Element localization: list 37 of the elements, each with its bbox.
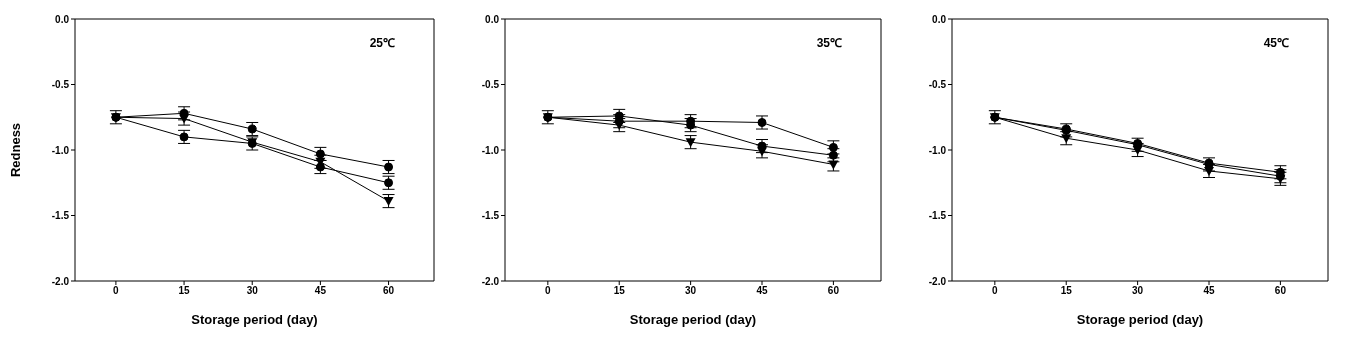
x-axis-title: Storage period (day) xyxy=(191,312,318,327)
annotation: 45℃ xyxy=(1263,35,1289,51)
x-tick-label: 0 xyxy=(545,285,552,297)
x-tick-label: 45 xyxy=(1203,285,1216,297)
y-axis-title: Redness xyxy=(7,122,23,178)
y-tick-label: 0.0 xyxy=(485,13,500,25)
x-tick-label: 30 xyxy=(246,285,259,297)
x-axis-title: Storage period (day) xyxy=(629,312,757,327)
x-tick-label: 0 xyxy=(992,285,999,297)
annotation: 35℃ xyxy=(816,35,842,51)
y-tick-label: 0.0 xyxy=(932,13,947,25)
y-tick-label: -1.5 xyxy=(481,210,500,222)
x-tick-label: 60 xyxy=(382,285,395,297)
y-tick-label: -2.0 xyxy=(481,275,500,287)
y-tick-label: -0.5 xyxy=(51,79,70,91)
y-tick-label: -2.0 xyxy=(51,275,70,287)
x-tick-label: 15 xyxy=(613,285,626,297)
x-tick-label: 45 xyxy=(756,285,769,297)
x-axis-title: Storage period (day) xyxy=(1076,312,1204,327)
y-tick-label: -2.0 xyxy=(928,275,947,287)
y-tick-label: 0.0 xyxy=(55,13,70,25)
x-tick-label: 0 xyxy=(113,285,120,297)
y-tick-label: -1.5 xyxy=(51,210,70,222)
x-tick-label: 15 xyxy=(1060,285,1073,297)
y-tick-label: -1.0 xyxy=(928,144,947,156)
y-tick-label: -1.0 xyxy=(51,144,70,156)
x-tick-label: 15 xyxy=(178,285,191,297)
y-tick-label: -1.0 xyxy=(481,144,500,156)
y-tick-label: -0.5 xyxy=(481,79,500,91)
x-tick-label: 60 xyxy=(827,285,840,297)
x-tick-label: 60 xyxy=(1274,285,1287,297)
x-tick-label: 30 xyxy=(1132,285,1144,297)
y-tick-label: -1.5 xyxy=(928,210,947,222)
annotation: 25℃ xyxy=(369,35,395,51)
x-tick-label: 45 xyxy=(314,285,327,297)
x-tick-label: 30 xyxy=(685,285,697,297)
y-tick-label: -0.5 xyxy=(928,79,947,91)
